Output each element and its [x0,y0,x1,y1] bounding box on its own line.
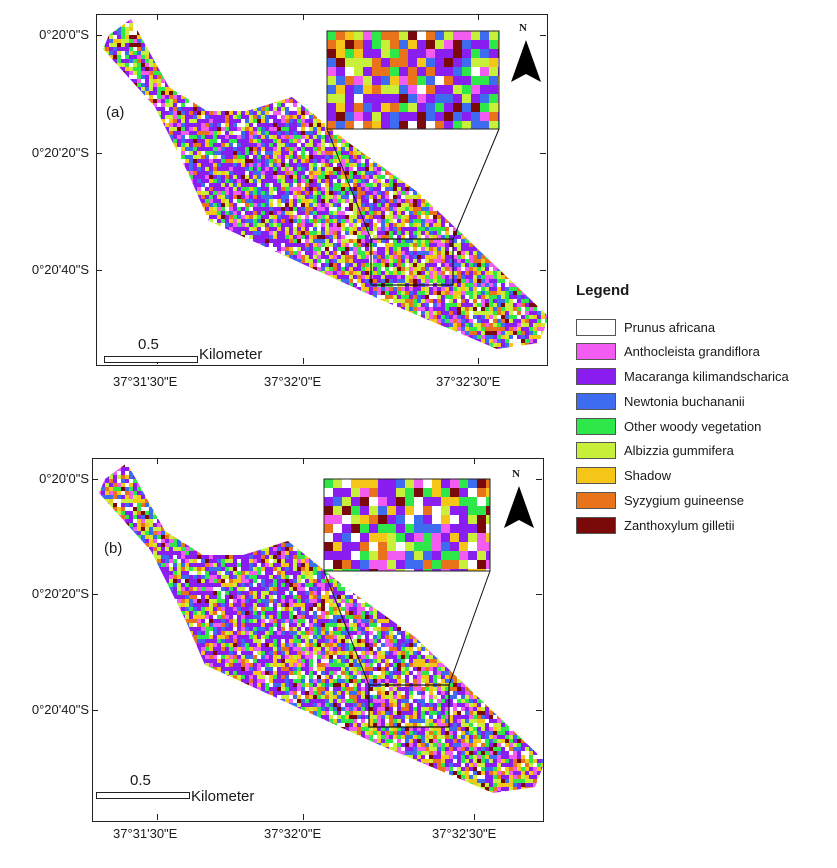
zoom-connector-line [453,129,499,239]
lat-label: 0°20'20"S [4,145,89,160]
legend-swatch [576,343,616,360]
lat-label: 0°20'40"S [4,262,89,277]
axis-tick [536,594,542,595]
axis-tick [157,458,158,464]
axis-tick [536,479,542,480]
lat-label: 0°20'20"S [4,586,89,601]
legend-swatch [576,393,616,410]
lon-label: 37°32'0"E [264,826,321,841]
map-panel-a: 0°20'0"S 0°20'20"S 0°20'40"S 37°31'30"E … [0,0,560,430]
axis-tick [540,270,546,271]
north-arrow-icon [509,38,543,84]
axis-tick [157,814,158,820]
legend-label: Other woody vegetation [624,419,761,434]
scale-unit: Kilometer [191,788,254,805]
lat-label: 0°20'0"S [4,471,89,486]
north-label: N [512,468,520,480]
axis-tick [92,479,98,480]
axis-tick [478,358,479,364]
legend-swatch [576,319,616,336]
panel-label: (b) [104,540,122,557]
scale-bar [104,356,198,363]
legend-label: Shadow [624,468,671,483]
classified-map-a [97,15,547,365]
scale-unit: Kilometer [199,346,262,363]
axis-tick [303,458,304,464]
legend-item: Macaranga kilimandscharica [570,365,832,389]
legend-label: Zanthoxylum gilletii [624,518,735,533]
lon-label: 37°31'30"E [113,826,177,841]
axis-tick [303,358,304,364]
legend-swatch [576,418,616,435]
axis-tick [96,153,102,154]
axis-tick [157,14,158,20]
axis-tick [540,35,546,36]
legend-swatch [576,467,616,484]
axis-tick [540,153,546,154]
axis-tick [303,14,304,20]
legend-item: Syzygium guineense [570,489,832,513]
legend-label: Syzygium guineense [624,493,744,508]
axis-tick [474,458,475,464]
lon-label: 37°32'0"E [264,374,321,389]
legend-item: Shadow [570,464,832,488]
legend-label: Macaranga kilimandscharica [624,369,789,384]
legend-items: Prunus africana Anthocleista grandiflora M… [570,315,832,537]
legend-item: Prunus africana [570,315,832,339]
north-arrow-icon [502,484,536,530]
axis-tick [92,594,98,595]
legend-item: Newtonia buchananii [570,389,832,413]
legend-swatch [576,368,616,385]
legend-swatch [576,517,616,534]
axis-tick [478,14,479,20]
lat-label: 0°20'0"S [4,27,89,42]
legend-label: Anthocleista grandiflora [624,344,760,359]
map-panel-b: 0°20'0"S 0°20'20"S 0°20'40"S 37°31'30"E … [0,438,560,868]
lon-label: 37°32'30"E [432,826,496,841]
legend-swatch [576,492,616,509]
axis-tick [474,814,475,820]
inset-zoom [324,479,495,578]
lon-label: 37°32'30"E [436,374,500,389]
panel-label: (a) [106,104,124,121]
legend-label: Prunus africana [624,320,715,335]
scale-value: 0.5 [138,336,159,353]
legend-item: Albizzia gummifera [570,439,832,463]
axis-tick [92,710,98,711]
map-frame-b [92,458,544,822]
axis-tick [96,270,102,271]
legend-item: Other woody vegetation [570,414,832,438]
classified-map-b [93,459,543,821]
zoom-connector-line [449,571,490,685]
legend: Legend Prunus africana Anthocleista grand… [570,282,832,538]
north-label: N [519,22,527,34]
legend-swatch [576,442,616,459]
lon-label: 37°31'30"E [113,374,177,389]
legend-title: Legend [576,282,832,299]
scale-value: 0.5 [130,772,151,789]
lat-label: 0°20'40"S [4,702,89,717]
legend-item: Zanthoxylum gilletii [570,513,832,537]
legend-label: Newtonia buchananii [624,394,745,409]
map-frame-a [96,14,548,366]
scale-bar [96,792,190,799]
legend-label: Albizzia gummifera [624,443,734,458]
legend-item: Anthocleista grandiflora [570,340,832,364]
inset-zoom [327,31,507,130]
axis-tick [536,710,542,711]
axis-tick [303,814,304,820]
axis-tick [96,35,102,36]
